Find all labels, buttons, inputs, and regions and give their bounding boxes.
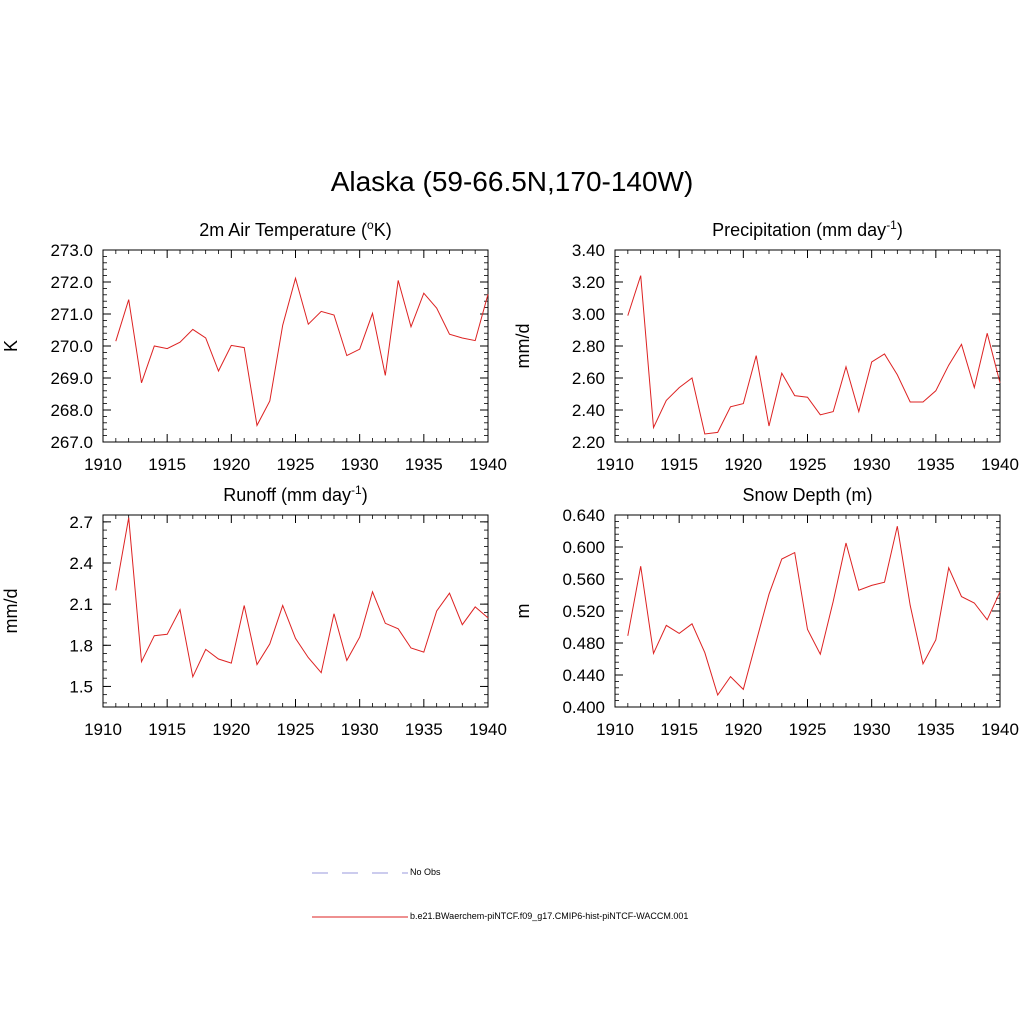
y-tick-label: 0.640 — [562, 506, 605, 525]
panel-title: Runoff (mm day-1) — [223, 483, 367, 505]
y-tick-label: 267.0 — [50, 433, 93, 452]
y-tick-label: 0.400 — [562, 698, 605, 717]
plot-frame — [614, 249, 1001, 443]
series-line — [627, 526, 1001, 697]
x-tick-label: 1910 — [596, 720, 634, 739]
figure-title: Alaska (59-66.5N,170-140W) — [330, 166, 694, 197]
panel-precipitation: 1910 1915 1920 1925 1930 1935 1940 2.20 2.40 2.60… — [513, 218, 1019, 474]
y-tick-label: 0.600 — [562, 538, 605, 557]
legend — [312, 872, 408, 918]
x-tick-label: 1915 — [148, 720, 186, 739]
y-axis-label: K — [1, 340, 21, 352]
x-tick-label: 1910 — [596, 455, 634, 474]
y-tick-label: 269.0 — [50, 369, 93, 388]
y-tick-label: 1.8 — [69, 636, 93, 655]
x-tick-label: 1915 — [148, 455, 186, 474]
plot-frame — [614, 514, 1001, 708]
y-axis-label: mm/d — [1, 589, 21, 634]
x-tick-label: 1940 — [469, 455, 507, 474]
x-tick-label: 1930 — [341, 455, 379, 474]
y-tick-label: 2.20 — [572, 433, 605, 452]
y-tick-label: 0.480 — [562, 634, 605, 653]
x-tick-label: 1935 — [917, 455, 955, 474]
y-axis-label: m — [513, 604, 533, 619]
x-tick-label: 1930 — [853, 720, 891, 739]
x-tick-label: 1925 — [789, 455, 827, 474]
x-tick-label: 1930 — [341, 720, 379, 739]
x-tick-label: 1920 — [212, 455, 250, 474]
y-tick-label: 2.80 — [572, 337, 605, 356]
y-tick-label: 0.560 — [562, 570, 605, 589]
panel-title: Precipitation (mm day-1) — [712, 218, 903, 240]
series-line — [627, 275, 1001, 435]
y-tick-label: 271.0 — [50, 305, 93, 324]
panel-title: Snow Depth (m) — [742, 485, 872, 505]
y-tick-label: 270.0 — [50, 337, 93, 356]
y-tick-label: 268.0 — [50, 401, 93, 420]
legend-label-no-obs: No Obs — [410, 867, 441, 877]
y-tick-label: 1.5 — [69, 677, 93, 696]
series-line — [115, 517, 489, 679]
x-tick-label: 1910 — [84, 720, 122, 739]
y-tick-label: 2.60 — [572, 369, 605, 388]
y-tick-label: 272.0 — [50, 273, 93, 292]
panel-runoff: 1910 1915 1920 1925 1930 1935 1940 1.5 1.8 2.1 2.4… — [1, 483, 507, 739]
x-tick-label: 1925 — [789, 720, 827, 739]
y-tick-label: 2.40 — [572, 401, 605, 420]
x-tick-label: 1925 — [277, 720, 315, 739]
x-tick-label: 1940 — [981, 455, 1019, 474]
y-tick-label: 0.440 — [562, 666, 605, 685]
plot-frame — [102, 514, 489, 708]
y-tick-label: 273.0 — [50, 241, 93, 260]
x-tick-label: 1935 — [405, 455, 443, 474]
panel-title: 2m Air Temperature (oK) — [199, 218, 391, 240]
x-tick-label: 1910 — [84, 455, 122, 474]
y-tick-label: 0.520 — [562, 602, 605, 621]
y-tick-label: 2.7 — [69, 513, 93, 532]
x-tick-label: 1920 — [212, 720, 250, 739]
x-tick-label: 1935 — [917, 720, 955, 739]
x-tick-label: 1935 — [405, 720, 443, 739]
y-tick-label: 2.4 — [69, 554, 93, 573]
x-tick-label: 1915 — [660, 720, 698, 739]
x-tick-label: 1940 — [981, 720, 1019, 739]
legend-label-model: b.e21.BWaerchem-piNTCF.f09_g17.CMIP6-his… — [410, 911, 689, 921]
series-line — [115, 276, 489, 427]
panel-air-temperature: 1910 1915 1920 1925 1930 1935 1940 267.0 268.0 26… — [1, 218, 507, 474]
y-tick-label: 3.20 — [572, 273, 605, 292]
y-tick-label: 3.00 — [572, 305, 605, 324]
x-tick-label: 1920 — [724, 720, 762, 739]
x-tick-label: 1925 — [277, 455, 315, 474]
x-tick-label: 1940 — [469, 720, 507, 739]
x-tick-label: 1920 — [724, 455, 762, 474]
x-tick-label: 1930 — [853, 455, 891, 474]
y-tick-label: 2.1 — [69, 595, 93, 614]
y-tick-label: 3.40 — [572, 241, 605, 260]
x-tick-label: 1915 — [660, 455, 698, 474]
y-axis-label: mm/d — [513, 324, 533, 369]
panel-snow-depth: 1910 1915 1920 1925 1930 1935 1940 0.400 0.440 0.… — [513, 485, 1019, 739]
